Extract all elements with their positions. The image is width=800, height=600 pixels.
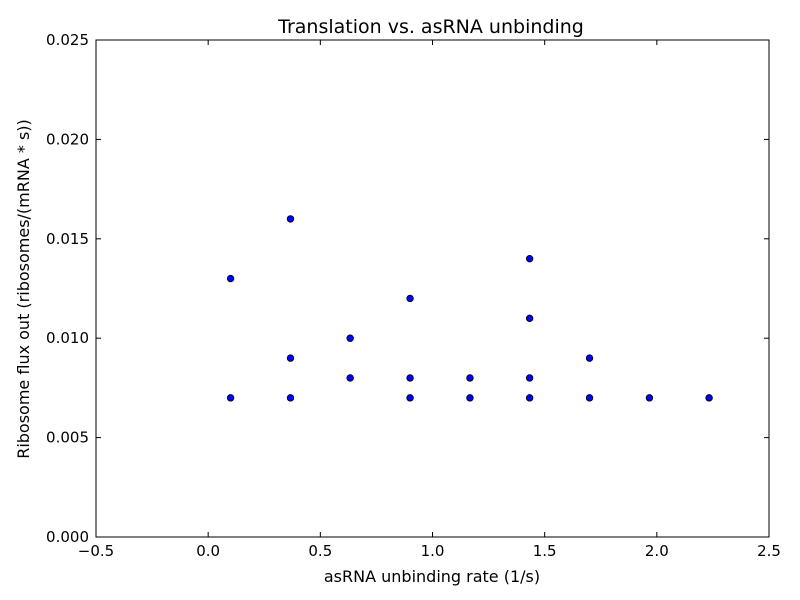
- data-point: [406, 394, 414, 402]
- data-point: [525, 254, 534, 263]
- data-point: [286, 215, 295, 223]
- data-point: [705, 394, 713, 402]
- data-point: [346, 334, 354, 342]
- data-point: [525, 394, 534, 402]
- chart-title: Translation vs. asRNA unbinding: [277, 16, 584, 38]
- x-tick-label: 1.0: [421, 542, 445, 560]
- x-tick-label: 1.5: [533, 542, 557, 560]
- x-tick-label: 0.0: [196, 542, 220, 560]
- plot-frame: [95, 39, 770, 538]
- y-tick-label: 0.020: [46, 130, 89, 148]
- ticks-layer: −0.5 0.0 0.5 1.0 1.5 2.0 2.5 0.000 0.005 0.010 0.0…: [46, 31, 781, 560]
- y-tick-label: 0.015: [46, 230, 89, 248]
- data-point: [406, 294, 414, 303]
- data-point: [466, 374, 474, 382]
- data-point: [585, 354, 594, 362]
- data-point: [466, 394, 474, 402]
- y-tick-label: 0.025: [46, 31, 89, 49]
- x-tick-label: 0.5: [308, 542, 332, 560]
- data-point: [286, 354, 295, 362]
- x-tick-label: −0.5: [78, 542, 114, 560]
- data-point: [406, 374, 414, 382]
- data-point: [226, 274, 235, 283]
- y-tick-label: 0.005: [46, 429, 89, 447]
- y-axis-label: Ribosome flux out (ribosomes/(mRNA * s)): [14, 119, 33, 459]
- y-tick-label: 0.010: [46, 329, 89, 347]
- data-point: [525, 314, 534, 323]
- data-point: [585, 394, 594, 402]
- data-point: [226, 394, 235, 402]
- data-point: [346, 374, 354, 382]
- x-tick-label: 2.5: [757, 542, 781, 560]
- data-point: [286, 394, 295, 402]
- x-tick-label: 2.0: [645, 542, 669, 560]
- points-layer: [226, 215, 713, 402]
- x-axis-label: asRNA unbinding rate (1/s): [324, 567, 540, 586]
- data-point: [525, 374, 534, 382]
- data-point: [645, 394, 654, 402]
- y-tick-label: 0.000: [46, 528, 89, 546]
